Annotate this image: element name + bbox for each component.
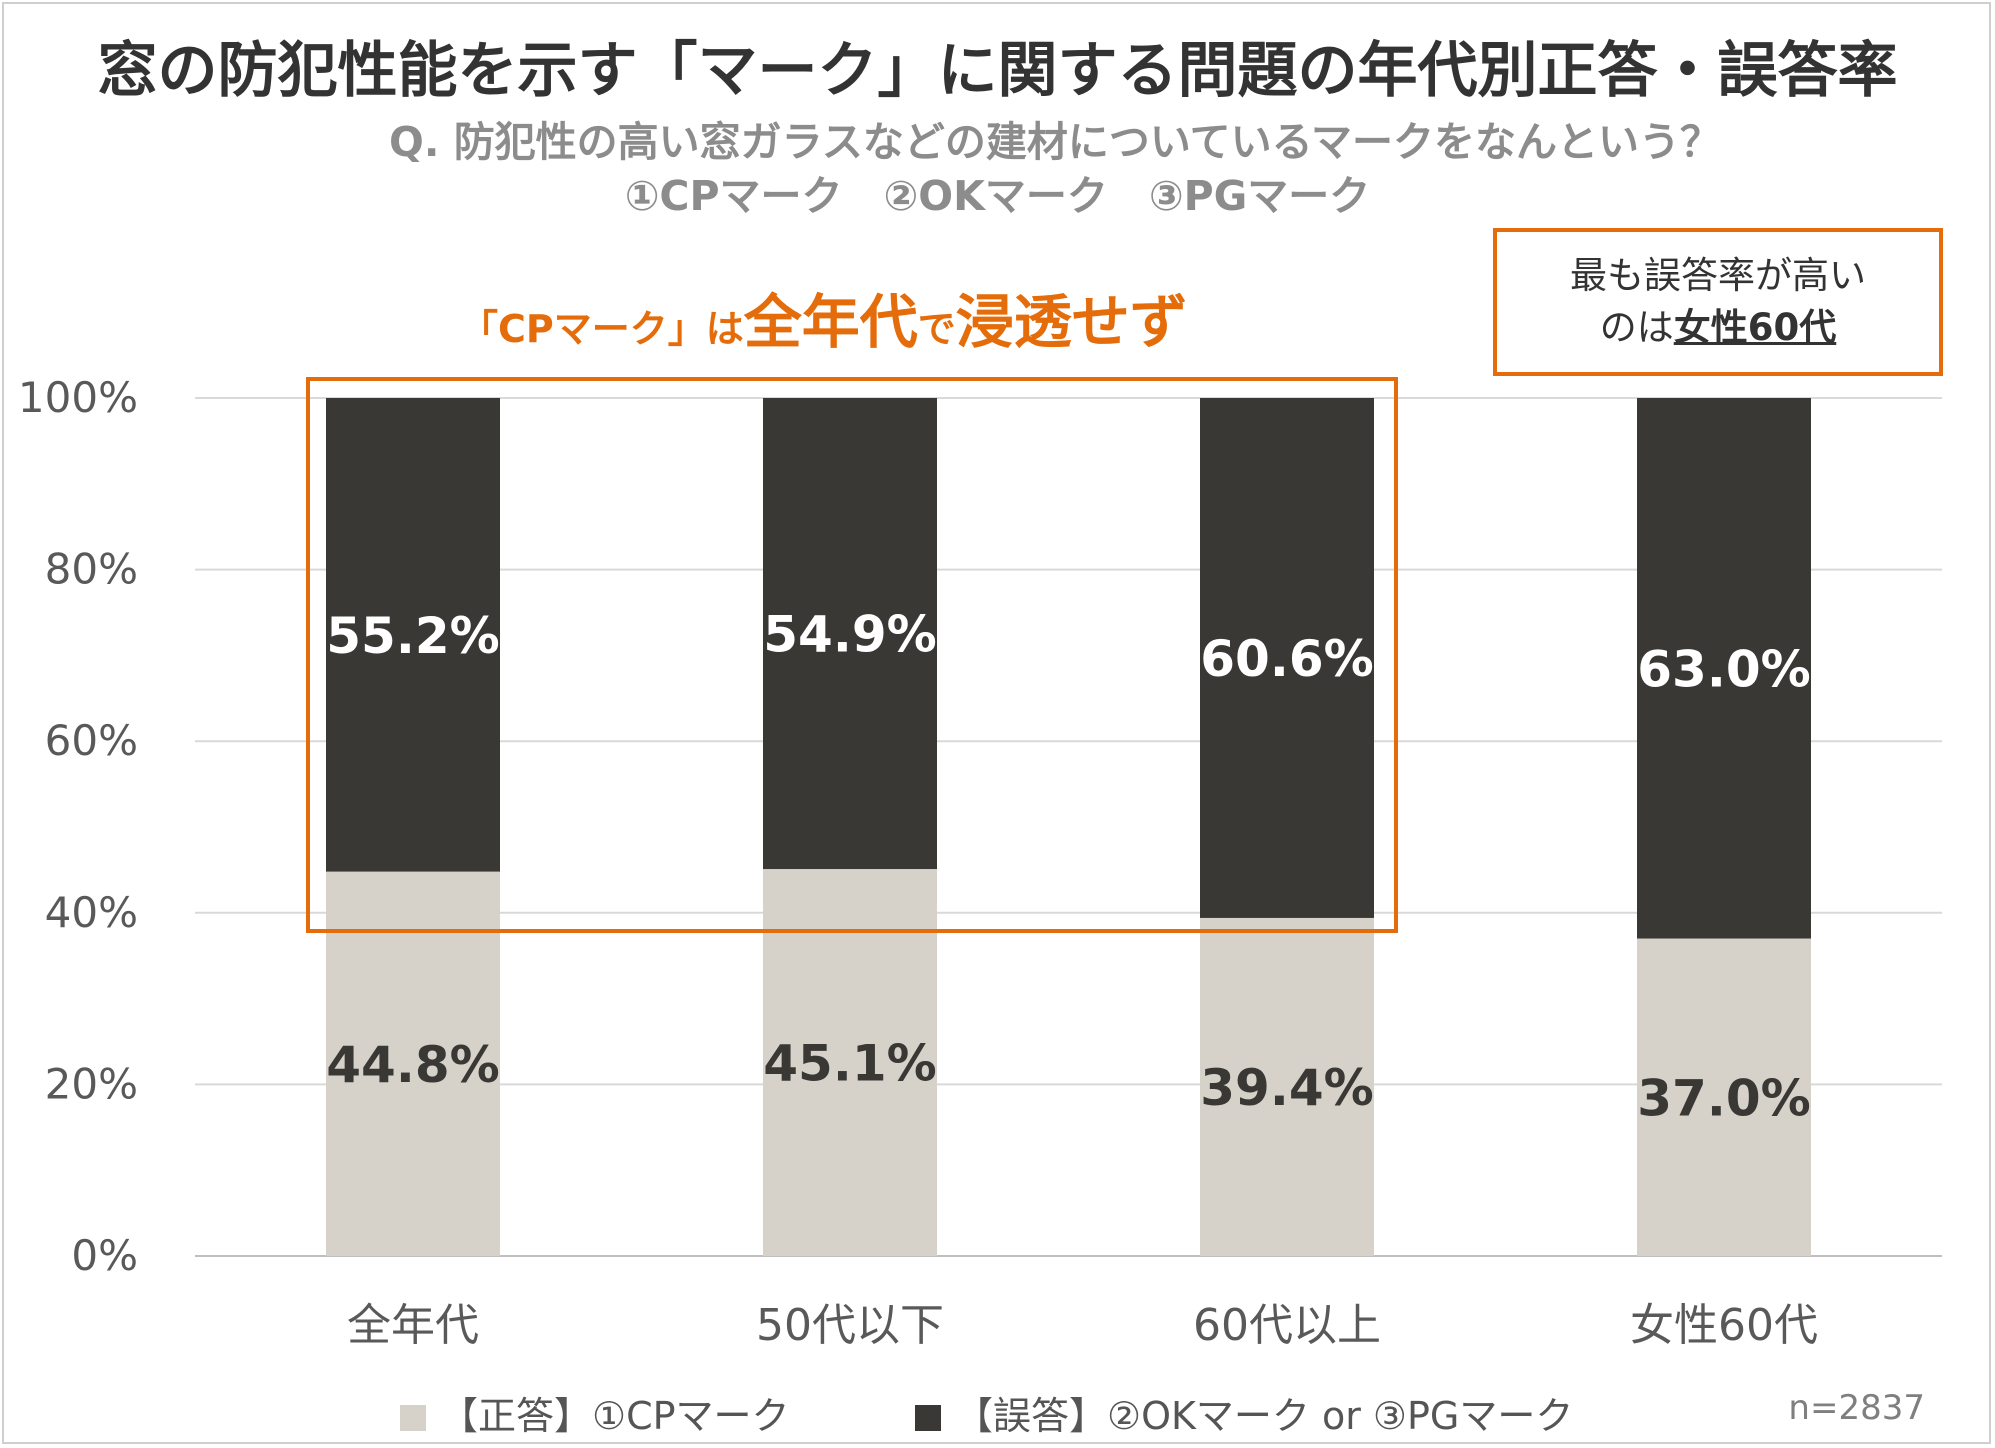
legend-swatch-incorrect xyxy=(915,1405,941,1431)
bar-segment-incorrect xyxy=(763,398,937,870)
callout-box-line2: のは女性60代 xyxy=(1497,302,1939,354)
legend-item-incorrect: 【誤答】②OKマーク or ③PGマーク xyxy=(915,1385,1573,1440)
bars xyxy=(326,398,1811,1256)
bar-segment-incorrect xyxy=(326,398,500,872)
callout-highest-error: 最も誤答率が高い のは女性60代 xyxy=(1493,228,1943,376)
x-tick-label: 60代以上 xyxy=(1193,1300,1381,1351)
callout-part1: 「CPマーク」は xyxy=(460,307,744,351)
callout-box-highlight: 女性60代 xyxy=(1673,306,1837,349)
x-tick-label: 50代以下 xyxy=(756,1300,944,1351)
callout-all-ages: 「CPマーク」は全年代で浸透せず xyxy=(460,275,1188,359)
bar-segment-correct xyxy=(1200,917,1374,1256)
chart-title: 窓の防犯性能を示す「マーク」に関する問題の年代別正答・誤答率 xyxy=(97,36,1898,106)
x-tick-label: 全年代 xyxy=(347,1300,479,1351)
data-label-correct: 37.0% xyxy=(1637,1069,1810,1127)
callout-box-line1: 最も誤答率が高い xyxy=(1570,254,1866,297)
y-tick-label: 20% xyxy=(45,1059,138,1108)
question-options: ①CPマーク ②OKマーク ③PGマーク xyxy=(624,172,1371,220)
bar-segment-correct xyxy=(1637,938,1811,1256)
legend-label-correct: 【正答】①CPマーク xyxy=(440,1394,790,1438)
legend-label-incorrect: 【誤答】②OKマーク or ③PGマーク xyxy=(955,1394,1574,1438)
y-tick-label: 100% xyxy=(18,373,138,422)
data-label-incorrect: 63.0% xyxy=(1637,640,1810,698)
axis-labels: 0% 20% 40% 60% 80% 100% 全年代 50代以下 60代以上 女性60代 xyxy=(18,373,1818,1351)
legend-item-correct: 【正答】①CPマーク xyxy=(400,1385,790,1440)
callout-box-prefix: のは xyxy=(1599,306,1674,349)
data-label-incorrect: 54.9% xyxy=(763,606,936,664)
data-label-correct: 44.8% xyxy=(326,1036,499,1094)
bar-segment-correct xyxy=(763,869,937,1256)
sample-size: n=2837 xyxy=(1788,1388,1925,1428)
data-label-correct: 45.1% xyxy=(763,1035,936,1093)
x-tick-label: 女性60代 xyxy=(1630,1300,1818,1351)
data-labels: 44.8% 55.2% 45.1% 54.9% 39.4% 60.6% 37.0% 63.0% xyxy=(326,606,1810,1128)
y-tick-label: 80% xyxy=(45,545,138,594)
y-tick-label: 0% xyxy=(71,1231,138,1280)
callout-part4: 浸透せず xyxy=(955,288,1188,356)
y-tick-label: 60% xyxy=(45,716,138,765)
bar-segment-incorrect xyxy=(1200,398,1374,918)
question-text: Q. 防犯性の高い窓ガラスなどの建材についているマークをなんという？ xyxy=(388,118,1721,166)
y-tick-label: 40% xyxy=(45,888,138,937)
legend-swatch-correct xyxy=(400,1405,426,1431)
bar-segment-incorrect xyxy=(1637,398,1811,939)
data-label-incorrect: 60.6% xyxy=(1200,630,1373,688)
callout-part2: 全年代 xyxy=(743,288,918,356)
bar-segment-correct xyxy=(326,871,500,1256)
data-label-incorrect: 55.2% xyxy=(326,607,499,665)
data-label-correct: 39.4% xyxy=(1200,1059,1373,1117)
callout-part3: で xyxy=(917,307,956,351)
